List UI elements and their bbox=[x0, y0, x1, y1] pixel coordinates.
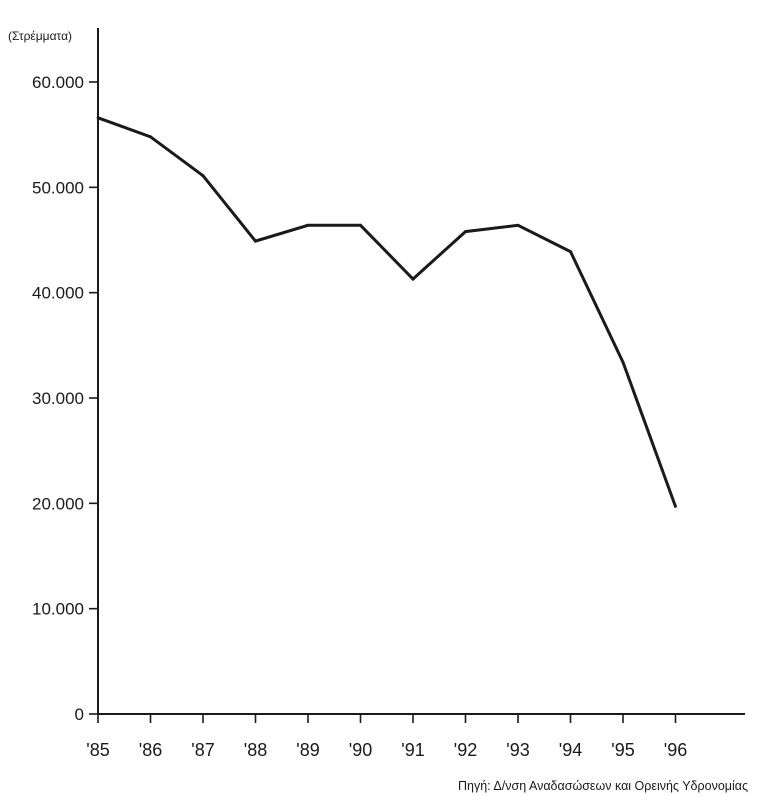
x-tick-label: '96 bbox=[664, 740, 687, 760]
y-tick-label: 0 bbox=[75, 705, 84, 724]
y-axis-ticks: 0 10.000 20.000 30.000 40.000 50.000 60.000 bbox=[32, 73, 98, 724]
x-tick-label: '90 bbox=[349, 740, 372, 760]
data-point bbox=[516, 223, 520, 227]
y-tick-label: 10.000 bbox=[32, 600, 84, 619]
y-tick-label: 30.000 bbox=[32, 389, 84, 408]
x-tick-label: '94 bbox=[559, 740, 582, 760]
y-tick-label: 50.000 bbox=[32, 178, 84, 197]
x-tick-label: '87 bbox=[191, 740, 214, 760]
x-tick-label: '91 bbox=[401, 740, 424, 760]
data-point bbox=[674, 505, 677, 508]
data-point bbox=[201, 174, 205, 178]
data-point bbox=[464, 230, 467, 234]
x-tick-label: '92 bbox=[454, 740, 477, 760]
y-tick-label: 40.000 bbox=[32, 284, 84, 303]
data-point bbox=[96, 116, 100, 120]
x-tick-label: '86 bbox=[139, 740, 162, 760]
x-tick-label: '85 bbox=[86, 740, 109, 760]
x-axis-ticks: '85 '86 '87 '88 '89 '90 '91 '92 '93 '94 '95 '96 bbox=[86, 714, 687, 760]
y-tick-label: 20.000 bbox=[32, 494, 84, 513]
y-unit-label: (Στρέμματα) bbox=[8, 29, 72, 43]
x-tick-label: '95 bbox=[611, 740, 634, 760]
data-point bbox=[149, 135, 152, 139]
x-tick-label: '89 bbox=[296, 740, 319, 760]
y-tick-label: 60.000 bbox=[32, 73, 84, 92]
x-tick-label: '93 bbox=[506, 740, 529, 760]
series-group bbox=[96, 116, 677, 508]
x-tick-label: '88 bbox=[244, 740, 267, 760]
data-point bbox=[306, 223, 310, 227]
data-point bbox=[621, 360, 625, 364]
data-point bbox=[254, 239, 257, 243]
source-note: Πηγή: Δ/νση Αναδασώσεων και Ορεινής Υδρο… bbox=[458, 779, 748, 793]
series-line bbox=[97, 116, 677, 508]
data-point bbox=[569, 250, 572, 254]
data-point bbox=[359, 223, 362, 227]
data-point bbox=[411, 277, 415, 281]
